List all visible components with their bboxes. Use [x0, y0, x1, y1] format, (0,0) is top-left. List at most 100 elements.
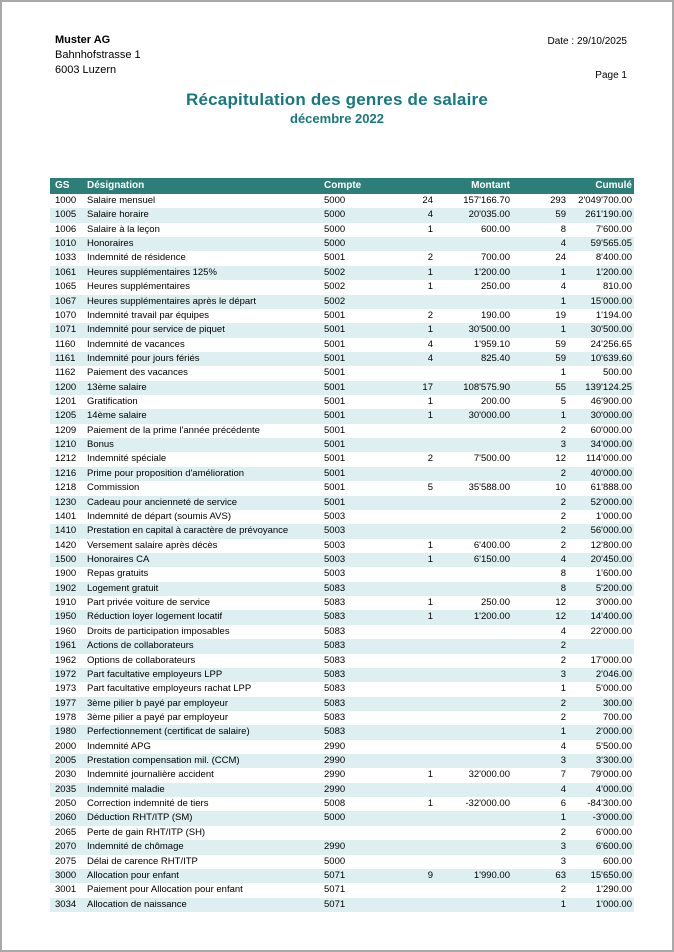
cell-count2: 1	[560, 898, 566, 910]
table-row: 1210 Bonus 5001 3 34'000.00	[50, 438, 634, 453]
table-row: 1910 Part privée voiture de service 5083 1 2…	[50, 596, 634, 611]
company-city: 6003 Luzern	[55, 64, 117, 76]
cell-compte: 5001	[324, 424, 346, 436]
cell-count1: 24	[422, 195, 433, 206]
cell-cumule: 810.00	[602, 281, 632, 293]
cell-count2: 63	[555, 869, 566, 881]
table-row: 1980 Perfectionnement (certificat de sala…	[50, 725, 634, 740]
cell-montant: 700.00	[480, 252, 510, 264]
table-row: 1500 Honoraires CA 5003 1 6'150.00 4 20'450.00	[50, 552, 634, 568]
cell-montant	[433, 668, 511, 682]
cell-gs: 1980	[55, 726, 77, 738]
cell-gs: 1978	[55, 711, 77, 723]
cell-designation: Paiement des vacances	[87, 367, 188, 379]
cell-montant	[433, 496, 511, 510]
cell-montant: 35'588.00	[468, 482, 510, 494]
cell-montant: 7'500.00	[473, 453, 510, 465]
cell-montant: 1'200.00	[473, 266, 510, 278]
cell-compte: 5071	[324, 884, 346, 896]
cell-cumule: -3'000.00	[592, 812, 632, 824]
cell-count2: 1	[560, 410, 566, 422]
cell-montant: 250.00	[480, 281, 510, 293]
cell-count1: 1	[427, 539, 433, 551]
table-row: 3000 Allocation pour enfant 5071 9 1'990.00 6…	[50, 868, 634, 884]
cell-designation: Délai de carence RHT/ITP	[87, 855, 198, 867]
cell-count2: 1	[560, 812, 566, 824]
table-body: 1000 Salaire mensuel 5000 24 157'166.70 293 2'…	[50, 194, 634, 912]
cell-count2: 3	[560, 855, 566, 867]
cell-gs: 1900	[55, 568, 77, 580]
cell-gs: 3000	[55, 869, 77, 881]
cell-montant: 20'035.00	[468, 209, 510, 221]
cell-cumule: 15'000.00	[590, 295, 632, 307]
cell-count2: 3	[560, 841, 566, 853]
cell-count2: 293	[550, 195, 566, 206]
cell-montant: 200.00	[480, 396, 510, 408]
table-row: 1006 Salaire à la leçon 5000 1 600.00 8 7'600.…	[50, 222, 634, 238]
cell-count2: 12	[555, 453, 566, 465]
cell-count1	[384, 625, 433, 639]
cell-cumule: 30'500.00	[590, 324, 632, 336]
table-row: 1010 Honoraires 5000 4 59'565.05	[50, 237, 634, 252]
cell-compte: 5083	[324, 640, 346, 652]
table-row: 1973 Part facultative employeurs rachat L…	[50, 682, 634, 697]
cell-count1: 1	[427, 281, 433, 293]
cell-gs: 1210	[55, 439, 77, 451]
cell-gs: 1230	[55, 496, 77, 508]
cell-designation: Part privée voiture de service	[87, 597, 211, 609]
cell-cumule: 30'000.00	[590, 410, 632, 422]
table-row: 2035 Indemnité maladie 2990 4 4'000.00	[50, 782, 634, 798]
cell-compte: 5003	[324, 553, 346, 565]
cell-gs: 1962	[55, 654, 77, 666]
cell-gs: 1218	[55, 482, 77, 494]
cell-count1: 1	[427, 396, 433, 408]
cell-montant: 6'400.00	[473, 539, 510, 551]
cell-designation: Perte de gain RHT/ITP (SH)	[87, 826, 206, 838]
cell-montant	[433, 711, 511, 725]
cell-compte: 5000	[324, 223, 346, 235]
cell-montant	[433, 438, 511, 452]
cell-compte: 5083	[324, 683, 346, 695]
cell-gs: 1000	[55, 195, 77, 206]
cell-compte: 2990	[324, 755, 346, 767]
cell-compte: 5083	[324, 654, 346, 666]
cell-cumule: 8'400.00	[595, 252, 632, 264]
cell-montant: 108'575.90	[463, 381, 510, 393]
cell-designation: Repas gratuits	[87, 568, 149, 580]
cell-gs: 1960	[55, 625, 77, 637]
cell-count2: 24	[555, 252, 566, 264]
table-row: 1978 3ème pilier a payé par employeur 5083…	[50, 710, 634, 726]
cell-montant: 1'200.00	[473, 611, 510, 623]
cell-count1	[384, 237, 433, 251]
cell-gs: 2075	[55, 855, 77, 867]
page-subtitle: décembre 2022	[290, 111, 384, 126]
cell-count1	[384, 366, 433, 380]
header-designation: Désignation	[87, 180, 145, 191]
cell-compte: 2990	[324, 769, 346, 781]
cell-gs: 1010	[55, 238, 77, 250]
cell-count1	[384, 295, 433, 309]
table-row: 1005 Salaire horaire 5000 4 20'035.00 59 261'1…	[50, 208, 634, 223]
cell-compte: 5001	[324, 338, 346, 350]
cell-designation: Droits de participation imposables	[87, 625, 230, 637]
cell-montant	[433, 467, 511, 481]
cell-designation: Options de collaborateurs	[87, 654, 196, 666]
cell-cumule: 1'000.00	[595, 898, 632, 910]
cell-gs: 1161	[55, 352, 76, 364]
cell-cumule: 20'450.00	[590, 553, 632, 565]
cell-count1: 17	[422, 381, 433, 393]
cell-cumule: 3'300.00	[595, 755, 632, 767]
cell-count2: 7	[560, 769, 566, 781]
cell-count2: 1	[560, 367, 566, 379]
cell-gs: 1902	[55, 582, 77, 594]
cell-montant	[433, 754, 511, 768]
cell-cumule: 5'000.00	[595, 683, 632, 695]
cell-designation: Honoraires CA	[87, 553, 150, 565]
cell-compte: 5083	[324, 726, 346, 738]
company-street: Bahnhofstrasse 1	[55, 49, 141, 61]
cell-montant: 32'000.00	[468, 769, 510, 781]
cell-cumule: 61'888.00	[590, 482, 632, 494]
table-row: 2070 Indemnité de chômage 2990 3 6'600.00	[50, 840, 634, 855]
cell-cumule: 300.00	[602, 697, 632, 709]
cell-designation: Correction indemnité de tiers	[87, 798, 209, 810]
